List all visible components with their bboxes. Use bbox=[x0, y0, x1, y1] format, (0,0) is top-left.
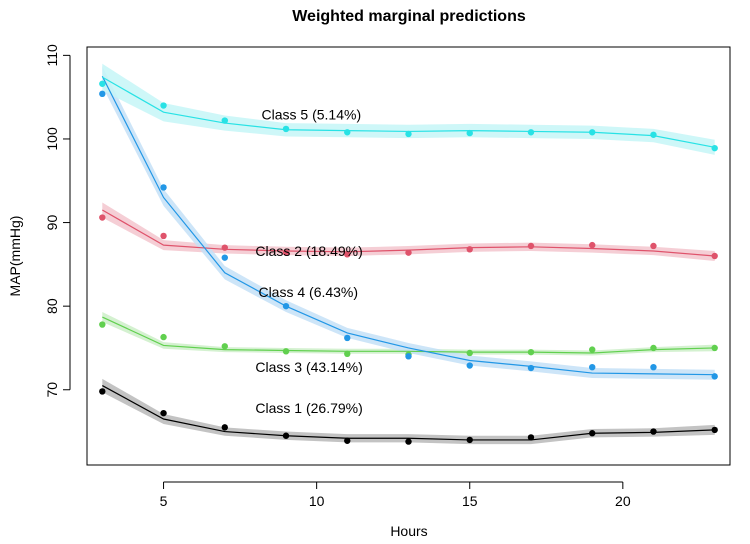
class-2-point bbox=[282, 249, 290, 256]
class-5-point bbox=[589, 129, 596, 136]
class-1-point bbox=[405, 438, 412, 445]
class-4-label: Class 4 (6.43%) bbox=[258, 284, 358, 300]
class-5-point bbox=[99, 80, 106, 87]
class-2-point bbox=[99, 214, 106, 221]
class-5-point bbox=[405, 130, 412, 138]
class-4-point bbox=[405, 353, 412, 360]
class-4-point bbox=[466, 362, 473, 369]
class-1-band bbox=[102, 378, 715, 445]
class-4-point bbox=[160, 184, 167, 191]
class-3-point bbox=[282, 348, 290, 355]
class-3-point bbox=[344, 350, 351, 358]
x-tick-label: 5 bbox=[160, 493, 168, 509]
chart-title: Weighted marginal predictions bbox=[292, 8, 526, 25]
observed-points bbox=[99, 80, 718, 445]
class-3-point bbox=[650, 344, 657, 352]
class-1-point bbox=[650, 428, 657, 435]
y-tick-label: 90 bbox=[44, 215, 60, 231]
x-axis: 5 10 15 20 bbox=[160, 481, 631, 509]
class-1-point bbox=[589, 430, 596, 437]
y-tick-label: 110 bbox=[44, 44, 60, 67]
class-2-point bbox=[466, 246, 473, 253]
y-tick-label: 100 bbox=[44, 127, 60, 151]
class-3-point bbox=[160, 333, 167, 341]
class-1-point bbox=[99, 388, 106, 395]
class-4-point bbox=[527, 364, 535, 372]
class-2-label: Class 2 (18.49%) bbox=[255, 243, 362, 259]
class-3-point bbox=[527, 348, 535, 356]
class-2-point bbox=[405, 249, 412, 256]
class-4-point bbox=[650, 363, 657, 371]
class-2-point bbox=[221, 244, 228, 251]
class-5-point bbox=[466, 129, 473, 137]
y-axis: 70 80 90 100 110 bbox=[44, 44, 71, 398]
class-1-point bbox=[282, 432, 290, 439]
class-2-point bbox=[650, 242, 657, 250]
plot-frame bbox=[86, 46, 731, 466]
class-4-line bbox=[101, 75, 715, 376]
class-2-point bbox=[160, 232, 167, 240]
class-5-band bbox=[102, 63, 715, 155]
class-5-point bbox=[221, 117, 228, 124]
class-1-point bbox=[527, 434, 535, 441]
class-5-point bbox=[344, 129, 351, 136]
class-3-point bbox=[221, 343, 228, 350]
class-4-point bbox=[99, 90, 106, 98]
class-4-point bbox=[221, 254, 228, 261]
class-2-band bbox=[102, 202, 715, 262]
class-5-point bbox=[282, 125, 290, 133]
class-2-point bbox=[527, 242, 535, 250]
y-tick-label: 80 bbox=[44, 298, 60, 314]
class-1-point bbox=[711, 426, 718, 434]
class-1-point bbox=[466, 436, 473, 444]
class-1-point bbox=[344, 437, 351, 444]
class-3-point bbox=[466, 349, 473, 357]
class-1-label: Class 1 (26.79%) bbox=[255, 400, 362, 416]
class-5-point bbox=[527, 129, 535, 136]
class-3-point bbox=[589, 346, 596, 353]
class-5-point bbox=[711, 144, 718, 152]
x-tick-label: 20 bbox=[615, 493, 631, 509]
class-4-point bbox=[711, 373, 718, 380]
class-3-line bbox=[102, 316, 715, 354]
y-tick-label: 70 bbox=[44, 382, 60, 398]
class-5-label: Class 5 (5.14%) bbox=[262, 107, 362, 123]
class-3-point bbox=[711, 344, 718, 352]
x-tick-label: 10 bbox=[309, 493, 325, 509]
class-1-line bbox=[102, 385, 715, 441]
x-tick-label: 15 bbox=[462, 493, 478, 509]
x-axis-label: Hours bbox=[390, 523, 427, 539]
class-4-point bbox=[282, 302, 290, 310]
class-1-point bbox=[160, 409, 167, 417]
class-5-point bbox=[160, 102, 167, 109]
class-2-point bbox=[344, 251, 351, 258]
class-5-point bbox=[650, 131, 657, 138]
class-2-point bbox=[589, 241, 596, 249]
class-3-label: Class 3 (43.14%) bbox=[255, 359, 362, 375]
class-4-point bbox=[589, 363, 596, 371]
y-axis-label: MAP(mmHg) bbox=[7, 216, 23, 297]
class-1-point bbox=[221, 424, 228, 431]
class-4-point bbox=[344, 334, 351, 342]
class-labels: Class 1 (26.79%) Class 2 (18.49%) Class 3 … bbox=[255, 107, 362, 416]
class-2-point bbox=[711, 252, 718, 260]
class-3-point bbox=[99, 321, 106, 328]
